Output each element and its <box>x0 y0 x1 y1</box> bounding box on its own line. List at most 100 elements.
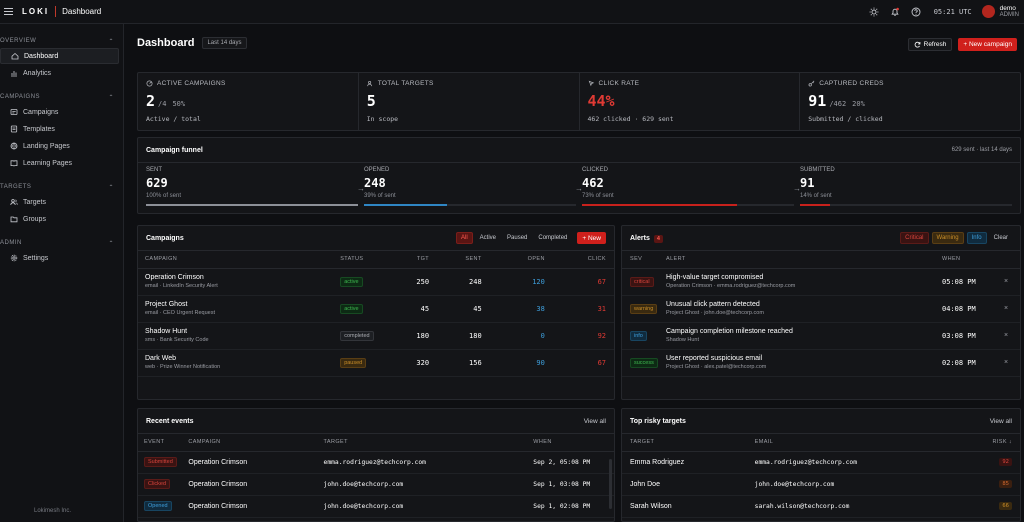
sidebar: OVERVIEW ⌃ Dashboard Analytics CAMPAIGNS ⌃ Cam… <box>0 24 124 522</box>
sidebar-item-dashboard[interactable]: Dashboard <box>0 48 119 64</box>
notification-bell-icon[interactable] <box>889 6 901 18</box>
filter-active[interactable]: Active <box>479 235 497 241</box>
stat-percent: 20% <box>852 100 865 108</box>
dismiss-icon[interactable]: × <box>992 349 1020 377</box>
campaign-name[interactable]: Operation Crimson <box>145 274 204 281</box>
brand-logo[interactable]: LOKI <box>22 7 50 16</box>
sidebar-section-overview[interactable]: OVERVIEW ⌃ <box>0 34 123 48</box>
risky-view-all-link[interactable]: View all <box>989 417 1012 425</box>
alert-filter-warning[interactable]: Warning <box>931 232 964 244</box>
campaign-cell: Dark Web web · Prize Winner Notification <box>138 349 341 377</box>
table-row[interactable]: Operation Crimson email · LinkedIn Securi… <box>138 268 614 296</box>
event-campaign: Operation Crimson <box>188 473 324 496</box>
event-target: john.doe@techcorp.com <box>323 495 534 518</box>
dismiss-icon[interactable]: × <box>992 268 1020 296</box>
key-icon <box>808 80 815 87</box>
event-campaign: Operation Crimson <box>188 495 324 518</box>
events-scrollbar[interactable] <box>609 459 612 509</box>
funnel-title: Campaign funnel <box>146 146 203 154</box>
globe-icon <box>10 142 18 150</box>
refresh-icon <box>914 41 920 48</box>
column-header[interactable]: CLICK <box>552 251 614 269</box>
event-when: Sep 1, 03:08 PM <box>533 473 614 496</box>
alert-row[interactable]: success User reported suspicious email Pro… <box>622 349 1020 377</box>
campaign-subtitle: web · Prize Winner Notification <box>145 364 221 370</box>
sidebar-item-targets[interactable]: Targets <box>0 194 119 210</box>
alert-row[interactable]: warning Unusual click pattern detected Pro… <box>622 295 1020 323</box>
campaign-name[interactable]: Shadow Hunt <box>145 328 188 335</box>
cell-sent: 248 <box>437 268 490 296</box>
sidebar-item-templates[interactable]: Templates <box>0 121 119 137</box>
column-header[interactable]: RISK ↓ <box>979 434 1020 452</box>
severity-badge: info <box>630 330 647 341</box>
alert-filter-clear[interactable]: Clear <box>993 235 1008 241</box>
alert-filter-info[interactable]: Info <box>966 232 987 244</box>
severity-badge: critical <box>630 276 654 287</box>
target-name: John Doe <box>622 473 755 496</box>
column-header[interactable]: SENT <box>437 251 490 269</box>
sidebar-item-analytics[interactable]: Analytics <box>0 65 119 81</box>
dismiss-icon[interactable]: × <box>992 322 1020 350</box>
sidebar-section-title: TARGETS <box>0 184 32 190</box>
refresh-button[interactable]: Refresh <box>907 38 953 51</box>
sidebar-nav: OVERVIEW ⌃ Dashboard Analytics CAMPAIGNS ⌃ Cam… <box>0 34 123 275</box>
new-campaign-button[interactable]: + New campaign <box>958 38 1017 51</box>
sidebar-section-targets[interactable]: TARGETS ⌃ <box>0 180 123 194</box>
sidebar-section-campaigns[interactable]: CAMPAIGNS ⌃ <box>0 90 123 104</box>
column-header[interactable]: CAMPAIGN <box>138 251 341 269</box>
event-row[interactable]: Submitted Operation Crimson emma.rodriguez… <box>138 451 614 474</box>
alert-subtitle: Project Ghost · john.doe@techcorp.com <box>666 310 764 316</box>
sidebar-section-admin[interactable]: ADMIN ⌃ <box>0 236 123 250</box>
event-row[interactable]: Clicked Operation Crimson john.doe@techcor… <box>138 473 614 496</box>
campaign-name[interactable]: Project Ghost <box>145 301 188 308</box>
sidebar-item-settings[interactable]: Settings <box>0 250 119 266</box>
campaign-name[interactable]: Dark Web <box>145 355 176 362</box>
campaign-cell: Project Ghost email · CEO Urgent Request <box>138 295 341 323</box>
risk-score-badge: 85 <box>999 480 1012 488</box>
risky-target-row[interactable]: Emma Rodriguez emma.rodriguez@techcorp.co… <box>622 451 1020 474</box>
menu-icon[interactable] <box>4 8 13 15</box>
alert-row[interactable]: info Campaign completion milestone reache… <box>622 322 1020 350</box>
sidebar-item-learning-pages[interactable]: Learning Pages <box>0 155 119 171</box>
risky-target-row[interactable]: John Doe john.doe@techcorp.com 85 <box>622 473 1020 496</box>
column-header: TARGET <box>622 434 755 452</box>
funnel-step-bar-fill <box>582 204 737 206</box>
column-header[interactable]: TGT <box>394 251 438 269</box>
stat-label-row: CAPTURED CREDS <box>808 80 1012 87</box>
filter-all[interactable]: All <box>456 232 473 244</box>
severity-cell: info <box>622 322 666 350</box>
user-menu[interactable]: demo ADMIN <box>1000 5 1019 19</box>
table-row[interactable]: Dark Web web · Prize Winner Notification p… <box>138 349 614 377</box>
date-range-pill[interactable]: Last 14 days <box>202 37 247 49</box>
refresh-label: Refresh <box>923 41 947 48</box>
help-icon[interactable] <box>910 6 922 18</box>
funnel-step-bar <box>800 204 1012 206</box>
column-header[interactable]: STATUS <box>340 251 395 269</box>
alerts-count-badge: 4 <box>653 234 663 243</box>
events-view-all-link[interactable]: View all <box>583 417 606 425</box>
event-row[interactable]: Opened Operation Crimson john.doe@techcorp… <box>138 495 614 518</box>
alert-filter-critical[interactable]: Critical <box>900 232 929 244</box>
new-campaign-small-button[interactable]: + New <box>577 232 606 244</box>
event-campaign: Operation Crimson <box>188 451 324 474</box>
severity-badge: warning <box>630 303 658 314</box>
risk-cell: 66 <box>979 495 1020 518</box>
sidebar-item-landing-pages[interactable]: Landing Pages <box>0 138 119 154</box>
cell-click: 31 <box>552 295 614 323</box>
column-header: WHEN <box>942 251 992 269</box>
dismiss-icon[interactable]: × <box>992 295 1020 323</box>
filter-completed[interactable]: Completed <box>538 235 568 241</box>
table-row[interactable]: Project Ghost email · CEO Urgent Request a… <box>138 295 614 323</box>
theme-sun-icon[interactable] <box>868 6 880 18</box>
avatar[interactable] <box>981 5 995 18</box>
filter-paused[interactable]: Paused <box>507 235 528 241</box>
campaign-cell: Operation Crimson email · LinkedIn Securi… <box>138 268 341 296</box>
table-row[interactable]: Shadow Hunt sms · Bank Security Code compl… <box>138 322 614 350</box>
column-header[interactable]: OPEN <box>489 251 553 269</box>
stat-label-row: CLICK RATE <box>588 80 792 87</box>
sidebar-item-campaigns[interactable]: Campaigns <box>0 104 119 120</box>
risky-target-row[interactable]: Sarah Wilson sarah.wilson@techcorp.com 66 <box>622 495 1020 518</box>
alert-row[interactable]: critical High-value target compromised Ope… <box>622 268 1020 296</box>
sidebar-item-groups[interactable]: Groups <box>0 211 119 227</box>
funnel-step-bar-fill <box>800 204 830 206</box>
